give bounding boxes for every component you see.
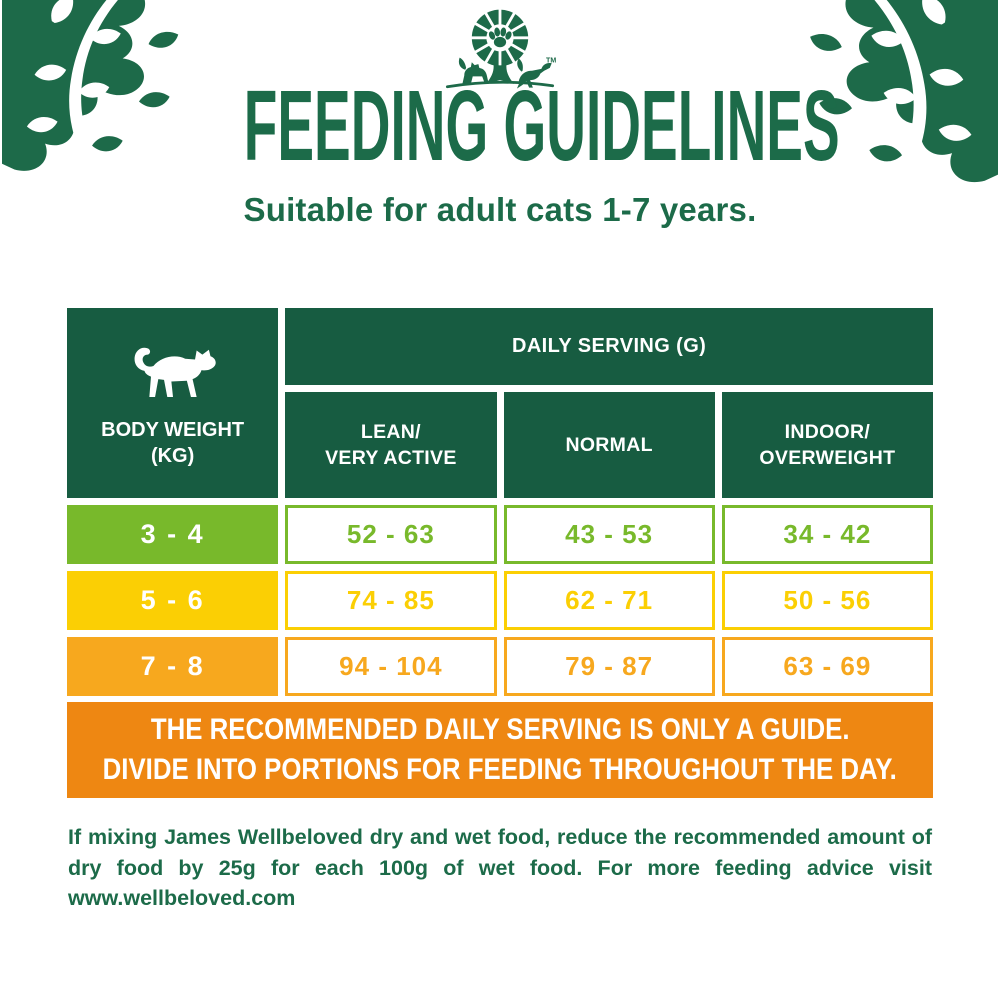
walking-cat-icon: [134, 347, 216, 398]
advisory-line-2: DIVIDE INTO PORTIONS FOR FEEDING THROUGH…: [102, 753, 898, 786]
advisory-line-1: THE RECOMMENDED DAILY SERVING IS ONLY A …: [150, 713, 850, 746]
trademark-symbol: TM: [546, 57, 556, 64]
weight-label-7-8: 7 - 8: [67, 637, 279, 696]
serving-value-7-8-normal: 79 - 87: [503, 637, 715, 696]
paw-print-icon: [488, 27, 512, 48]
daily-serving-header-cell: DAILY SERVING (G): [285, 308, 933, 385]
advisory-banner: THE RECOMMENDED DAILY SERVING IS ONLY A …: [67, 702, 933, 798]
body-weight-header-label: BODY WEIGHT (KG): [101, 419, 245, 467]
serving-value-7-8-indoor: 63 - 69: [721, 637, 933, 696]
daily-serving-header-label: DAILY SERVING (G): [511, 335, 707, 357]
serving-value-3-4-indoor: 34 - 42: [721, 505, 933, 564]
column-header-normal: NORMAL: [503, 392, 715, 498]
serving-value-7-8-lean: 94 - 104: [285, 637, 497, 696]
column-header-indoor-overweight: INDOOR/ OVERWEIGHT: [721, 392, 933, 498]
body-weight-header-cell: BODY WEIGHT (KG): [67, 308, 279, 498]
serving-value-5-6-indoor: 50 - 56: [721, 571, 933, 630]
brand-logo: TM: [434, 4, 566, 98]
page-title: FEEDING GUIDELINES: [243, 70, 840, 182]
dog-silhouette-icon: [516, 58, 552, 89]
serving-value-5-6-normal: 62 - 71: [503, 571, 715, 630]
cat-silhouette-icon: [458, 57, 489, 84]
weight-label-3-4: 3 - 4: [67, 505, 279, 564]
serving-value-3-4-lean: 52 - 63: [285, 505, 497, 564]
page-subtitle: Suitable for adult cats 1-7 years.: [243, 191, 757, 228]
serving-value-3-4-normal: 43 - 53: [503, 505, 715, 564]
mixing-advice-footnote: If mixing James Wellbeloved dry and wet …: [68, 825, 932, 911]
weight-label-5-6: 5 - 6: [67, 571, 279, 630]
tree-paw-logo-icon: TM: [445, 7, 556, 89]
feeding-guidelines-table: BODY WEIGHT (KG) DAILY SERVING (G) LEAN/…: [67, 308, 933, 696]
serving-value-5-6-lean: 74 - 85: [285, 571, 497, 630]
column-header-lean-very-active: LEAN/ VERY ACTIVE: [285, 392, 497, 498]
